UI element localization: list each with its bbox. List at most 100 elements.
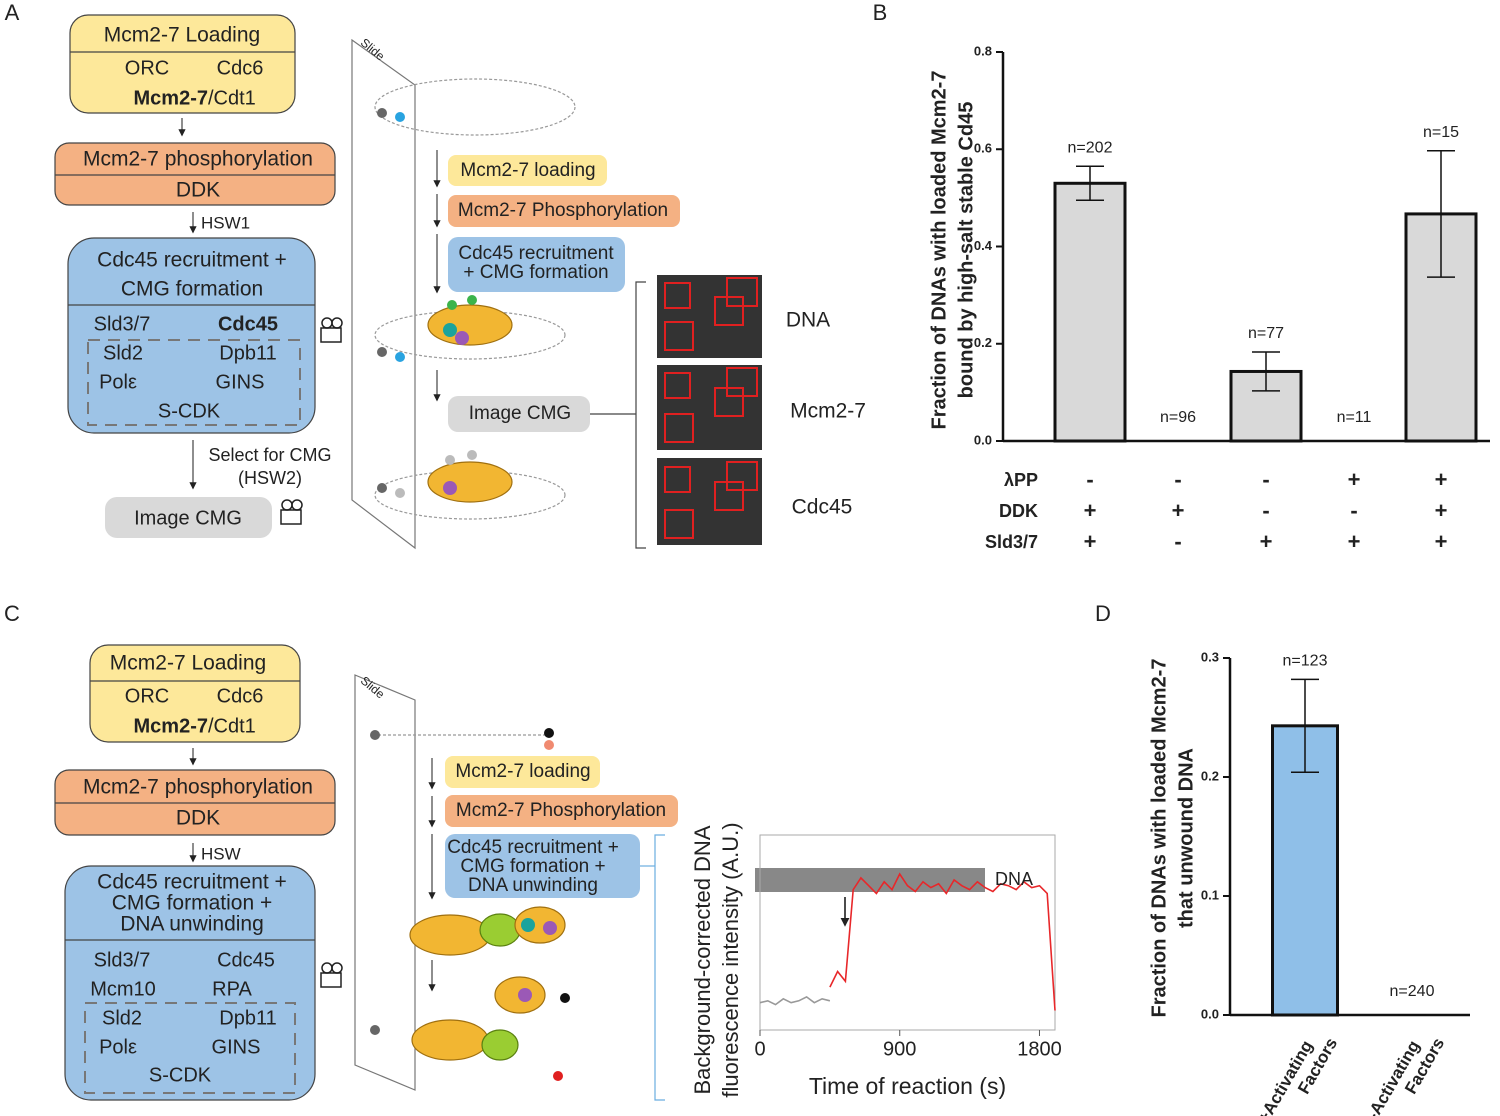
box-title: DNA unwinding xyxy=(120,913,264,936)
box-title: Cdc45 recruitment + xyxy=(97,249,287,272)
step: Mcm2-7 Phosphorylation xyxy=(456,800,666,821)
factor: Polε xyxy=(99,1036,137,1058)
condition-label: Sld3/7 xyxy=(985,532,1038,552)
camera-icon xyxy=(291,499,303,511)
y-axis-label: Fraction of DNAs with loaded Mcm2-7 xyxy=(928,71,950,430)
step: Cdc45 recruitment xyxy=(458,243,614,264)
x-axis-label: Time of reaction (s) xyxy=(809,1073,1006,1099)
factor: GINS xyxy=(212,1036,261,1058)
trace xyxy=(829,872,1056,1011)
step-label: HSW1 xyxy=(201,213,250,232)
box-title: CMG formation + xyxy=(112,892,272,915)
factor: /Cdt1 xyxy=(208,87,256,109)
condition-sign: - xyxy=(1174,467,1181,492)
factor: Mcm10 xyxy=(90,978,156,1000)
y-axis-label: fluorescence intensity (A.U.) xyxy=(718,822,743,1097)
y-axis-label: Background-corrected DNA xyxy=(690,825,715,1094)
condition-sign: - xyxy=(1262,467,1269,492)
factor: Dpb11 xyxy=(219,1007,276,1029)
sample-size: n=123 xyxy=(1283,653,1328,670)
condition-sign: + xyxy=(1435,529,1448,554)
factor: Dpb11 xyxy=(219,342,276,364)
y-tick-label: 0.0 xyxy=(1201,1006,1219,1021)
error-bar xyxy=(1076,165,1104,202)
condition-sign: + xyxy=(1348,467,1361,492)
step: CMG formation + xyxy=(460,856,605,877)
channel-label: Mcm2-7 xyxy=(790,400,866,423)
x-tick-label: -Activating Factors xyxy=(1364,1025,1449,1116)
factor: DDK xyxy=(176,807,220,830)
y-axis-label: that unwound DNA xyxy=(1175,748,1197,928)
panel-letter: B xyxy=(873,0,888,25)
factor: Sld2 xyxy=(103,342,143,364)
step: + CMG formation xyxy=(463,262,608,283)
x-tick-label: 0 xyxy=(754,1038,765,1060)
channel-label: Cdc45 xyxy=(792,496,853,519)
camera-icon xyxy=(320,972,342,988)
y-tick-label: 0.2 xyxy=(1201,768,1219,783)
factor: Cdc6 xyxy=(217,57,264,79)
condition-sign: + xyxy=(1435,498,1448,523)
condition-sign: + xyxy=(1172,498,1185,523)
camera-icon xyxy=(331,317,343,329)
error-bar xyxy=(1291,678,1319,773)
y-axis-label: bound by high-salt stable Cd45 xyxy=(955,102,977,399)
bar xyxy=(1271,724,1339,1017)
sample-size: n=240 xyxy=(1390,983,1435,1000)
y-tick-label: 0.8 xyxy=(974,43,992,58)
trace xyxy=(759,995,831,1006)
factor: ORC xyxy=(125,57,169,79)
factor: /Cdt1 xyxy=(208,715,256,737)
step: Mcm2-7 Phosphorylation xyxy=(458,200,668,221)
step: Image CMG xyxy=(469,403,571,424)
factor: Sld3/7 xyxy=(94,313,151,335)
factor: Mcm2-7 xyxy=(134,87,208,109)
sample-size: n=15 xyxy=(1423,124,1459,141)
filmstrip-label: DNA xyxy=(995,869,1033,889)
y-tick-label: 0.0 xyxy=(974,432,992,447)
condition-label: DDK xyxy=(999,501,1038,521)
panel-c-shapes xyxy=(54,644,985,1101)
factor: GINS xyxy=(216,371,265,393)
box-title: Mcm2-7 phosphorylation xyxy=(83,148,313,171)
camera-icon xyxy=(280,509,302,525)
y-axis-label: Fraction of DNAs with loaded Mcm2-7 xyxy=(1148,659,1170,1018)
condition-sign: - xyxy=(1262,498,1269,523)
factor: Sld3/7 xyxy=(94,949,151,971)
plot-frame xyxy=(759,834,1056,1031)
camera-icon xyxy=(320,327,342,343)
box-title: Image CMG xyxy=(134,507,242,529)
panel-a-shapes xyxy=(54,14,762,550)
factor: DDK xyxy=(176,179,220,202)
channel-label: DNA xyxy=(786,309,830,332)
factor: Sld2 xyxy=(102,1007,142,1029)
condition-sign: + xyxy=(1260,529,1273,554)
box-title: Mcm2-7 Loading xyxy=(110,652,266,675)
x-tick-label: +Activating Factors xyxy=(1254,1025,1341,1116)
factor: Polε xyxy=(99,371,137,393)
panel-letter: A xyxy=(5,0,20,25)
condition-sign: - xyxy=(1350,498,1357,523)
condition-sign: - xyxy=(1086,467,1093,492)
factor: S-CDK xyxy=(158,400,221,422)
error-bar xyxy=(1252,351,1280,392)
condition-sign: + xyxy=(1084,498,1097,523)
camera-icon xyxy=(281,499,293,511)
y-tick-label: 0.6 xyxy=(974,141,992,156)
factor: Cdc6 xyxy=(217,685,264,707)
panel-letter: C xyxy=(4,601,20,626)
camera-icon xyxy=(321,317,333,329)
box-title: CMG formation xyxy=(121,278,263,301)
panel-letter: D xyxy=(1095,601,1111,626)
y-tick-label: 0.4 xyxy=(974,238,993,253)
factor: Cdc45 xyxy=(218,313,278,335)
step-label: HSW xyxy=(201,844,241,863)
y-tick-label: 0.2 xyxy=(974,335,992,350)
factor: ORC xyxy=(125,685,169,707)
y-tick-label: 0.3 xyxy=(1201,649,1219,664)
step-label: Select for CMG xyxy=(208,445,331,465)
factor: S-CDK xyxy=(149,1064,212,1086)
x-tick-label: 900 xyxy=(883,1038,916,1060)
step: Cdc45 recruitment + xyxy=(447,837,619,858)
